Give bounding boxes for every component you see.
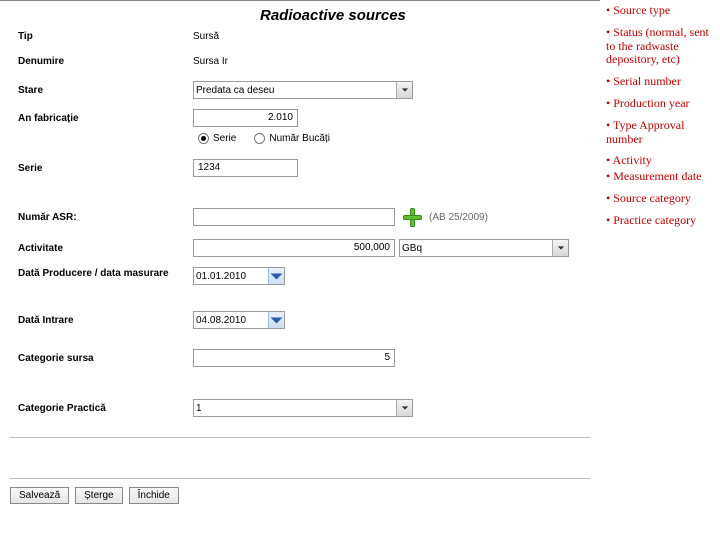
annotation-item: • Status (normal, sent to the radwaste d…: [606, 26, 714, 67]
annotation-text: Source type: [613, 3, 670, 17]
annotation-item: • Source category: [606, 192, 714, 206]
annotation-text: Practice category: [613, 213, 696, 227]
input-serie[interactable]: 1234: [193, 159, 298, 177]
label-activitate: Activitate: [18, 243, 193, 254]
label-numar-asr: Număr ASR:: [18, 212, 193, 223]
dropdown-categorie-practica[interactable]: 1: [193, 399, 413, 417]
label-tip: Tip: [18, 31, 193, 42]
datepicker-intrare-value: 04.08.2010: [196, 315, 246, 326]
radio-serie[interactable]: Serie: [198, 133, 236, 144]
value-denumire: Sursa Ir: [193, 56, 228, 67]
annotation-item: • Activity: [606, 154, 714, 168]
value-tip: Sursă: [193, 31, 219, 42]
label-serie: Serie: [18, 163, 193, 174]
annotation-item: • Production year: [606, 97, 714, 111]
dropdown-activitate-unit[interactable]: GBq: [399, 239, 569, 257]
label-denumire: Denumire: [18, 56, 193, 67]
label-categorie-sursa: Categorie sursa: [18, 353, 193, 364]
radio-serie-label: Serie: [213, 133, 236, 144]
annotation-item: • Practice category: [606, 214, 714, 228]
annotation-text: Type Approval number: [606, 118, 684, 146]
dropdown-stare-value: Predata ca deseu: [196, 85, 274, 96]
close-button[interactable]: Închide: [129, 487, 179, 504]
annotation-text: Serial number: [613, 74, 681, 88]
input-activitate[interactable]: 500,000: [193, 239, 395, 257]
datepicker-producere-value: 01.01.2010: [196, 271, 246, 282]
chevron-down-icon: [552, 240, 568, 256]
button-bar: Salvează Șterge Închide: [10, 478, 590, 504]
page-title: Radioactive sources: [260, 7, 406, 24]
chevron-down-icon: [268, 268, 284, 284]
hint-numar-asr: (AB 25/2009): [429, 212, 488, 223]
input-an-fabricatie[interactable]: 2.010: [193, 109, 298, 127]
annotation-text: Status (normal, sent to the radwaste dep…: [606, 25, 709, 67]
dropdown-categorie-practica-value: 1: [196, 403, 202, 414]
chevron-down-icon: [396, 400, 412, 416]
input-categorie-sursa[interactable]: 5: [193, 349, 395, 367]
label-categorie-practica: Categorie Practică: [18, 403, 193, 414]
radio-numar-bucati[interactable]: Număr Bucăți: [254, 133, 330, 144]
annotation-text: Measurement date: [613, 169, 701, 183]
label-data-producere: Dată Producere / data masurare: [18, 267, 193, 280]
separator: [10, 437, 590, 438]
save-button[interactable]: Salvează: [10, 487, 69, 504]
datepicker-producere[interactable]: 01.01.2010: [193, 267, 285, 285]
input-numar-asr[interactable]: [193, 208, 395, 226]
radio-numar-bucati-label: Număr Bucăți: [269, 133, 330, 144]
annotation-item: • Source type: [606, 4, 714, 18]
label-stare: Stare: [18, 85, 193, 96]
label-data-intrare: Dată Intrare: [18, 315, 193, 326]
annotation-item: • Type Approval number: [606, 119, 714, 147]
radio-dot-icon: [254, 133, 265, 144]
chevron-down-icon: [396, 82, 412, 98]
annotation-item: • Measurement date: [606, 170, 714, 184]
annotations-panel: • Source type • Status (normal, sent to …: [602, 0, 718, 240]
chevron-down-icon: [268, 312, 284, 328]
annotation-text: Source category: [613, 191, 691, 205]
annotation-item: • Serial number: [606, 75, 714, 89]
annotation-text: Production year: [613, 96, 689, 110]
label-an-fabricatie: An fabricație: [18, 113, 193, 124]
radio-dot-icon: [198, 133, 209, 144]
datepicker-intrare[interactable]: 04.08.2010: [193, 311, 285, 329]
dropdown-stare[interactable]: Predata ca deseu: [193, 81, 413, 99]
annotation-text: Activity: [613, 153, 652, 167]
form-panel: Radioactive sources Tip Sursă Denumire S…: [0, 0, 600, 540]
dropdown-unit-value: GBq: [402, 243, 422, 254]
plus-icon[interactable]: [401, 206, 423, 228]
delete-button[interactable]: Șterge: [75, 487, 122, 504]
